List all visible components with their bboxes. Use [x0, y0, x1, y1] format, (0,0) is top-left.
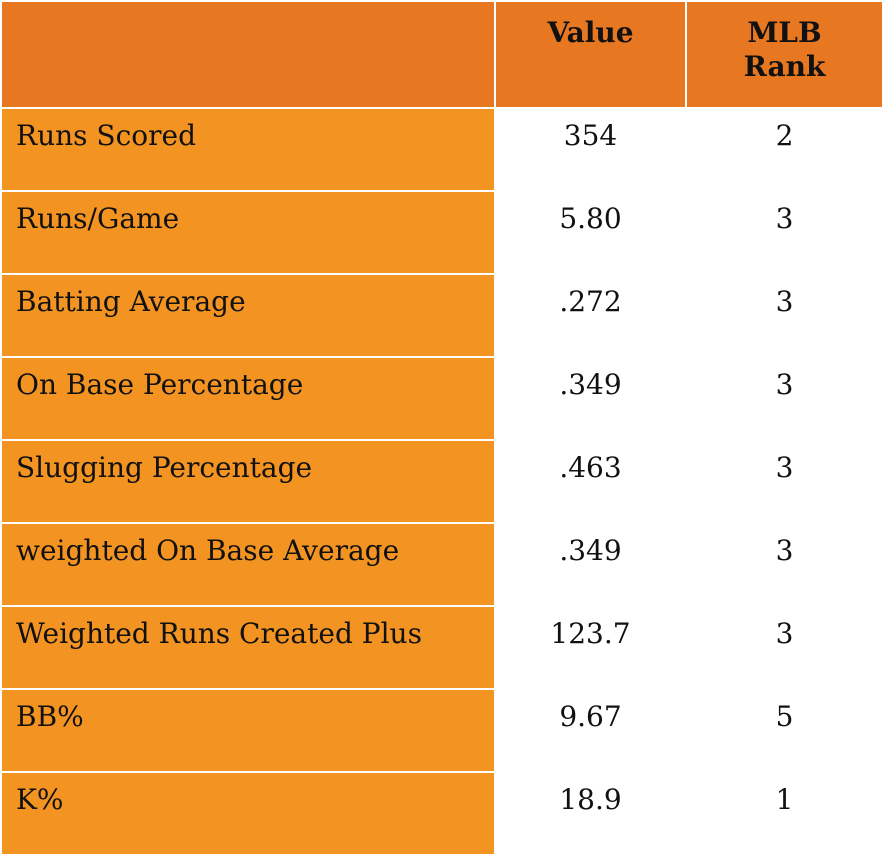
- metric-label: Slugging Percentage: [0, 439, 496, 524]
- metric-value: .272: [494, 273, 687, 358]
- table-row: On Base Percentage .349 3: [0, 356, 882, 441]
- metric-value: .463: [494, 439, 687, 524]
- mlb-rank: 2: [685, 107, 882, 192]
- metric-value: 9.67: [494, 688, 687, 773]
- header-row: Value MLB Rank: [0, 0, 882, 109]
- header-value: Value: [494, 0, 687, 109]
- table-row: Runs Scored 354 2: [0, 107, 882, 192]
- mlb-rank: 3: [685, 605, 882, 690]
- metric-label: On Base Percentage: [0, 356, 496, 441]
- metric-value: .349: [494, 522, 687, 607]
- metric-label: Runs Scored: [0, 107, 496, 192]
- table-row: weighted On Base Average .349 3: [0, 522, 882, 607]
- table-row: Batting Average .272 3: [0, 273, 882, 358]
- table-row: Slugging Percentage .463 3: [0, 439, 882, 524]
- header-corner-cell: [0, 0, 496, 109]
- mlb-rank: 1: [685, 771, 882, 856]
- mlb-rank: 3: [685, 190, 882, 275]
- metric-label: Weighted Runs Created Plus: [0, 605, 496, 690]
- metric-label: weighted On Base Average: [0, 522, 496, 607]
- metric-value: 18.9: [494, 771, 687, 856]
- mlb-rank: 3: [685, 356, 882, 441]
- metric-label: BB%: [0, 688, 496, 773]
- metric-value: 123.7: [494, 605, 687, 690]
- metric-value: 5.80: [494, 190, 687, 275]
- metric-value: .349: [494, 356, 687, 441]
- metric-label: Batting Average: [0, 273, 496, 358]
- table-row: Weighted Runs Created Plus 123.7 3: [0, 605, 882, 690]
- table-row: BB% 9.67 5: [0, 688, 882, 773]
- table-row: Runs/Game 5.80 3: [0, 190, 882, 275]
- table-row: K% 18.9 1: [0, 771, 882, 856]
- mlb-rank: 5: [685, 688, 882, 773]
- metric-label: K%: [0, 771, 496, 856]
- header-mlb-rank-line1: MLB: [747, 16, 822, 49]
- header-mlb-rank: MLB Rank: [685, 0, 882, 109]
- mlb-rank: 3: [685, 273, 882, 358]
- mlb-rank: 3: [685, 522, 882, 607]
- mlb-rank: 3: [685, 439, 882, 524]
- table-body: Runs Scored 354 2 Runs/Game 5.80 3 Batti…: [0, 107, 882, 856]
- metric-value: 354: [494, 107, 687, 192]
- metric-label: Runs/Game: [0, 190, 496, 275]
- header-mlb-rank-line2: Rank: [743, 50, 826, 83]
